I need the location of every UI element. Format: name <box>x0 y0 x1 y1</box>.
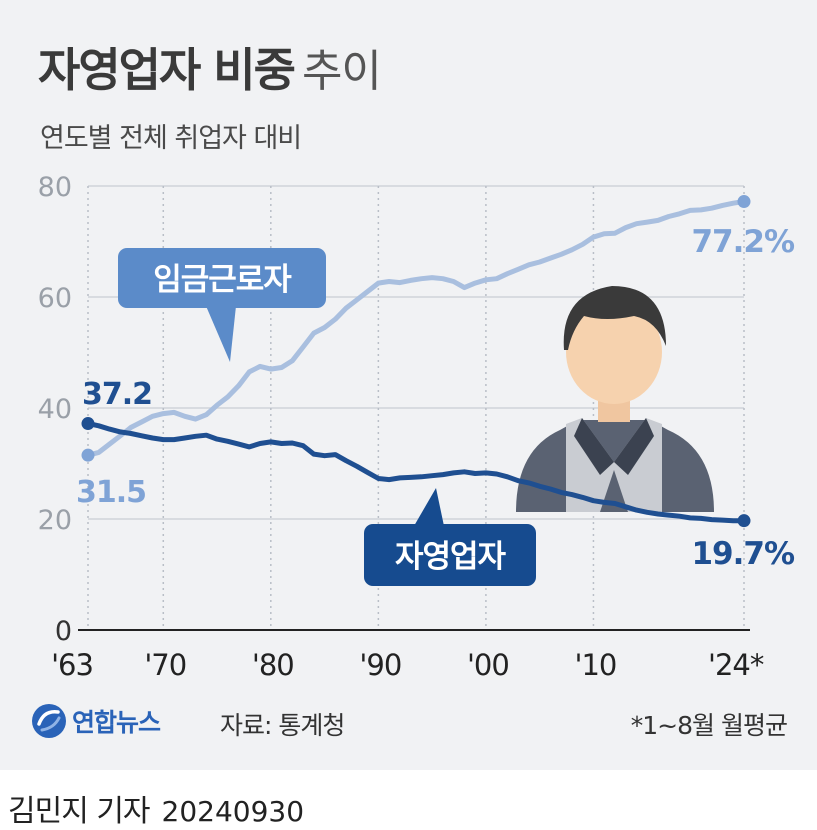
x-tick-label: '70 <box>144 648 186 682</box>
y-axis-ticks: 0 20 40 60 80 <box>38 172 72 647</box>
wage-workers-end-point <box>737 195 751 209</box>
chart-panel <box>0 0 817 770</box>
callout-box-wage <box>118 248 326 308</box>
self-employed-start-label: 37.2 <box>82 377 152 412</box>
callout-pointer-wage <box>206 306 236 362</box>
self-employed-end-label: 19.7% <box>691 536 794 572</box>
self-employed-end-point <box>737 514 751 528</box>
x-tick-label: '80 <box>252 648 294 682</box>
self-employed-start-point <box>81 417 95 431</box>
wage-workers-line <box>85 199 747 458</box>
legend-callout-wage-workers: 임금근로자 <box>118 248 326 362</box>
source-note: 자료: 통계청 <box>220 711 345 740</box>
x-tick-label: '24* <box>708 648 764 682</box>
footnote: *1~8월 월평균 <box>630 711 788 740</box>
self-employed-line <box>85 421 747 524</box>
brand-name: 연합뉴스 <box>72 708 161 737</box>
y-tick-label: 60 <box>38 283 72 314</box>
wage-workers-end-label: 77.2% <box>691 224 794 260</box>
legend-label-wage-workers: 임금근로자 <box>153 262 292 298</box>
y-tick-label: 80 <box>38 172 72 203</box>
x-tick-label: '00 <box>467 648 509 682</box>
y-tick-label: 20 <box>38 505 72 536</box>
x-tick-label: '90 <box>359 648 401 682</box>
reporter-name: 김민지 기자 <box>8 794 151 829</box>
title-suffix: 추이 <box>301 46 382 97</box>
legend-callout-self-employed: 자영업자 <box>364 488 536 586</box>
legend-label-self-employed: 자영업자 <box>395 539 507 575</box>
x-tick-label: '10 <box>575 648 617 682</box>
x-axis-ticks: '63 '70 '80 '90 '00 '10 '24* <box>51 648 765 682</box>
worker-person-icon <box>516 286 714 512</box>
wage-workers-start-point <box>81 448 95 462</box>
callout-box-self <box>364 524 536 586</box>
x-tick-label: '63 <box>51 648 93 682</box>
page-subtitle: 연도별 전체 취업자 대비 <box>40 123 302 154</box>
y-tick-label: 40 <box>38 394 72 425</box>
brand-logo: 연합뉴스 <box>30 702 161 740</box>
title-main: 자영업자 비중 <box>38 43 296 97</box>
byline: 김민지 기자 20240930 <box>8 786 304 830</box>
series-self-employed <box>81 417 751 528</box>
page-title: 자영업자 비중 추이 <box>38 34 382 100</box>
series-wage-workers <box>81 195 751 462</box>
line-chart: 0 20 40 60 80 '63 '70 '80 '90 '00 '10 '24* 임금근로자 자… <box>38 172 796 682</box>
publish-date: 20240930 <box>161 795 305 828</box>
y-tick-label: 0 <box>55 616 72 647</box>
wage-workers-start-label: 31.5 <box>76 475 146 510</box>
yonhap-logo-icon <box>32 704 66 738</box>
callout-pointer-self <box>414 488 444 526</box>
